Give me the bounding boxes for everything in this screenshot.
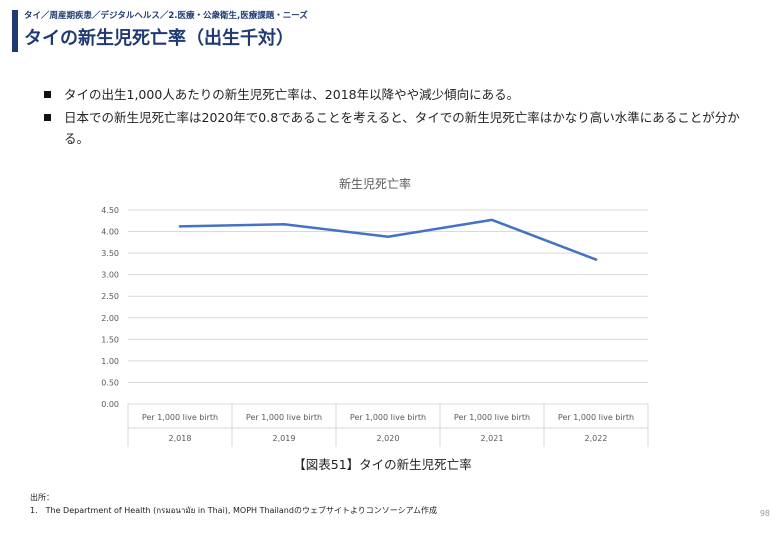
source-item: 1. The Department of Health (กรมอนามัย i… xyxy=(30,506,438,515)
y-tick-label: 0.00 xyxy=(101,400,119,409)
y-tick-label: 1.50 xyxy=(101,335,119,344)
bullet-text: タイの出生1,000人あたりの新生児死亡率は、2018年以降やや減少傾向にある。 xyxy=(64,87,520,102)
data-point xyxy=(282,223,286,226)
header-accent-bar xyxy=(12,10,18,52)
square-bullet-icon xyxy=(44,91,51,98)
data-point xyxy=(594,258,598,261)
data-point xyxy=(490,218,494,222)
x-tick-label-year: 2,021 xyxy=(481,434,504,443)
series-line xyxy=(178,218,598,261)
x-tick-label-year: 2,019 xyxy=(273,434,296,443)
x-tick-label-year: 2,020 xyxy=(377,434,400,443)
bullet-item: 日本での新生児死亡率は2020年で0.8であることを考えると、タイでの新生児死亡… xyxy=(44,107,744,149)
y-tick-label: 1.00 xyxy=(101,357,119,366)
page-number: 98 xyxy=(759,509,770,518)
bullet-list: タイの出生1,000人あたりの新生児死亡率は、2018年以降やや減少傾向にある。… xyxy=(44,84,744,151)
y-tick-label: 4.00 xyxy=(101,228,119,237)
y-tick-label: 0.50 xyxy=(101,378,119,387)
x-tick-label-unit: Per 1,000 live birth xyxy=(350,413,426,422)
chart-title: 新生児死亡率 xyxy=(338,177,411,191)
source-label: 出所： xyxy=(30,493,54,502)
y-tick-label: 3.50 xyxy=(101,249,119,258)
y-tick-label: 2.00 xyxy=(101,314,119,323)
x-tick-label-year: 2,018 xyxy=(169,434,192,443)
data-point xyxy=(178,225,182,228)
y-tick-label: 2.50 xyxy=(101,292,119,301)
x-tick-label-unit: Per 1,000 live birth xyxy=(142,413,218,422)
square-bullet-icon xyxy=(44,114,51,121)
y-tick-label: 4.50 xyxy=(101,206,119,215)
breadcrumb: タイ／周産期疾患／デジタルヘルス／2.医療・公衆衛生,医療課題・ニーズ xyxy=(24,11,308,21)
x-tick-label-unit: Per 1,000 live birth xyxy=(246,413,322,422)
figure-caption: 【図表51】タイの新生児死亡率 xyxy=(293,457,472,472)
x-tick-label-year: 2,022 xyxy=(585,434,608,443)
y-tick-label: 3.00 xyxy=(101,271,119,280)
page-title: タイの新生児死亡率（出生千対） xyxy=(24,28,294,49)
x-tick-label-unit: Per 1,000 live birth xyxy=(558,413,634,422)
bullet-text: 日本での新生児死亡率は2020年で0.8であることを考えると、タイでの新生児死亡… xyxy=(64,110,740,146)
x-tick-label-unit: Per 1,000 live birth xyxy=(454,413,530,422)
data-point xyxy=(386,235,390,238)
bullet-item: タイの出生1,000人あたりの新生児死亡率は、2018年以降やや減少傾向にある。 xyxy=(44,84,744,105)
